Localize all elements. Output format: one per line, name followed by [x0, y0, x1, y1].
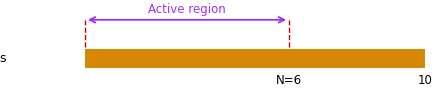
FancyBboxPatch shape [85, 49, 425, 68]
Text: Active region: Active region [148, 3, 226, 16]
Text: N=6: N=6 [276, 75, 302, 87]
Text: Breakpoints: Breakpoints [0, 52, 7, 65]
Text: 10: 10 [418, 75, 432, 87]
